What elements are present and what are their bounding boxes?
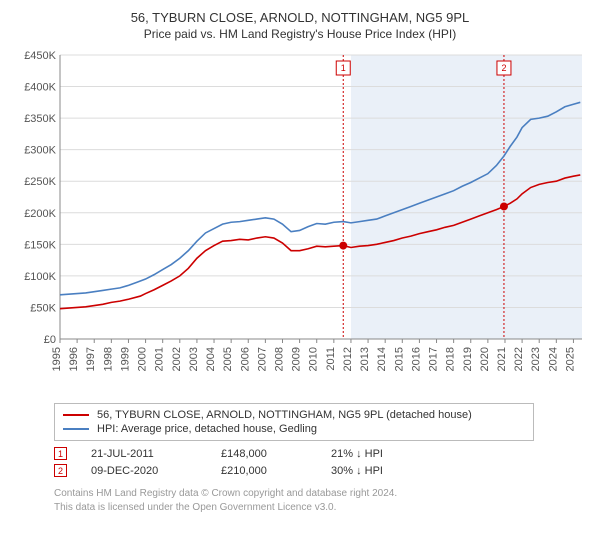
svg-text:2025: 2025 bbox=[564, 347, 576, 371]
svg-text:£50K: £50K bbox=[30, 302, 56, 314]
svg-text:2003: 2003 bbox=[188, 347, 200, 371]
sale-price: £210,000 bbox=[221, 465, 331, 477]
svg-text:2009: 2009 bbox=[291, 347, 303, 371]
svg-text:£150K: £150K bbox=[24, 239, 56, 251]
svg-text:2023: 2023 bbox=[530, 347, 542, 371]
svg-text:£200K: £200K bbox=[24, 208, 56, 220]
svg-text:2004: 2004 bbox=[205, 347, 217, 371]
legend-item: HPI: Average price, detached house, Gedl… bbox=[63, 422, 525, 436]
svg-text:2000: 2000 bbox=[137, 347, 149, 371]
svg-text:2001: 2001 bbox=[154, 347, 166, 371]
svg-text:£250K: £250K bbox=[24, 176, 56, 188]
svg-text:£450K: £450K bbox=[24, 50, 56, 62]
legend-swatch bbox=[63, 414, 89, 416]
svg-text:£0: £0 bbox=[44, 334, 56, 346]
svg-text:2006: 2006 bbox=[239, 347, 251, 371]
footer-line-2: This data is licensed under the Open Gov… bbox=[54, 501, 586, 515]
svg-text:£100K: £100K bbox=[24, 271, 56, 283]
chart-container: 56, TYBURN CLOSE, ARNOLD, NOTTINGHAM, NG… bbox=[0, 0, 600, 524]
svg-text:2016: 2016 bbox=[410, 347, 422, 371]
sale-row: 1 21-JUL-2011£148,00021% ↓ HPI bbox=[54, 447, 586, 460]
sale-diff: 30% ↓ HPI bbox=[331, 465, 451, 477]
svg-text:1998: 1998 bbox=[102, 347, 114, 371]
svg-text:1995: 1995 bbox=[51, 347, 63, 371]
svg-text:2010: 2010 bbox=[308, 347, 320, 371]
svg-text:2013: 2013 bbox=[359, 347, 371, 371]
sale-marker: 2 bbox=[54, 464, 67, 477]
svg-text:2007: 2007 bbox=[256, 347, 268, 371]
svg-text:2019: 2019 bbox=[462, 347, 474, 371]
legend-label: 56, TYBURN CLOSE, ARNOLD, NOTTINGHAM, NG… bbox=[97, 409, 472, 421]
svg-text:£300K: £300K bbox=[24, 145, 56, 157]
svg-text:2008: 2008 bbox=[273, 347, 285, 371]
footer-line-1: Contains HM Land Registry data © Crown c… bbox=[54, 487, 586, 501]
svg-text:2002: 2002 bbox=[171, 347, 183, 371]
svg-text:2: 2 bbox=[501, 63, 506, 73]
sale-row: 2 09-DEC-2020£210,00030% ↓ HPI bbox=[54, 464, 586, 477]
svg-text:£400K: £400K bbox=[24, 82, 56, 94]
chart-title: 56, TYBURN CLOSE, ARNOLD, NOTTINGHAM, NG… bbox=[14, 10, 586, 25]
chart-subtitle: Price paid vs. HM Land Registry's House … bbox=[14, 27, 586, 41]
sale-date: 09-DEC-2020 bbox=[91, 465, 221, 477]
sale-price: £148,000 bbox=[221, 448, 331, 460]
legend: 56, TYBURN CLOSE, ARNOLD, NOTTINGHAM, NG… bbox=[54, 403, 534, 441]
svg-text:2015: 2015 bbox=[393, 347, 405, 371]
footer-attribution: Contains HM Land Registry data © Crown c… bbox=[54, 487, 586, 514]
svg-text:1997: 1997 bbox=[85, 347, 97, 371]
legend-label: HPI: Average price, detached house, Gedl… bbox=[97, 423, 317, 435]
svg-text:1996: 1996 bbox=[68, 347, 80, 371]
sale-diff: 21% ↓ HPI bbox=[331, 448, 451, 460]
svg-text:2012: 2012 bbox=[342, 347, 354, 371]
svg-text:1: 1 bbox=[341, 63, 346, 73]
line-chart-svg: £0 £50K £100K £150K £200K £250K £300K £350K £400… bbox=[14, 49, 586, 389]
sale-date: 21-JUL-2011 bbox=[91, 448, 221, 460]
svg-text:2022: 2022 bbox=[513, 347, 525, 371]
chart-plot: £0 £50K £100K £150K £200K £250K £300K £350K £400… bbox=[14, 49, 586, 389]
svg-text:2011: 2011 bbox=[325, 347, 337, 371]
svg-text:2024: 2024 bbox=[547, 347, 559, 371]
legend-item: 56, TYBURN CLOSE, ARNOLD, NOTTINGHAM, NG… bbox=[63, 408, 525, 422]
svg-text:1999: 1999 bbox=[119, 347, 131, 371]
sale-marker: 1 bbox=[54, 447, 67, 460]
svg-text:2018: 2018 bbox=[445, 347, 457, 371]
svg-text:£350K: £350K bbox=[24, 113, 56, 125]
legend-swatch bbox=[63, 428, 89, 430]
sales-table: 1 21-JUL-2011£148,00021% ↓ HPI 2 09-DEC-202… bbox=[14, 447, 586, 477]
svg-text:2020: 2020 bbox=[479, 347, 491, 371]
svg-text:2017: 2017 bbox=[428, 347, 440, 371]
svg-text:2014: 2014 bbox=[376, 347, 388, 371]
svg-text:2005: 2005 bbox=[222, 347, 234, 371]
svg-text:2021: 2021 bbox=[496, 347, 508, 371]
